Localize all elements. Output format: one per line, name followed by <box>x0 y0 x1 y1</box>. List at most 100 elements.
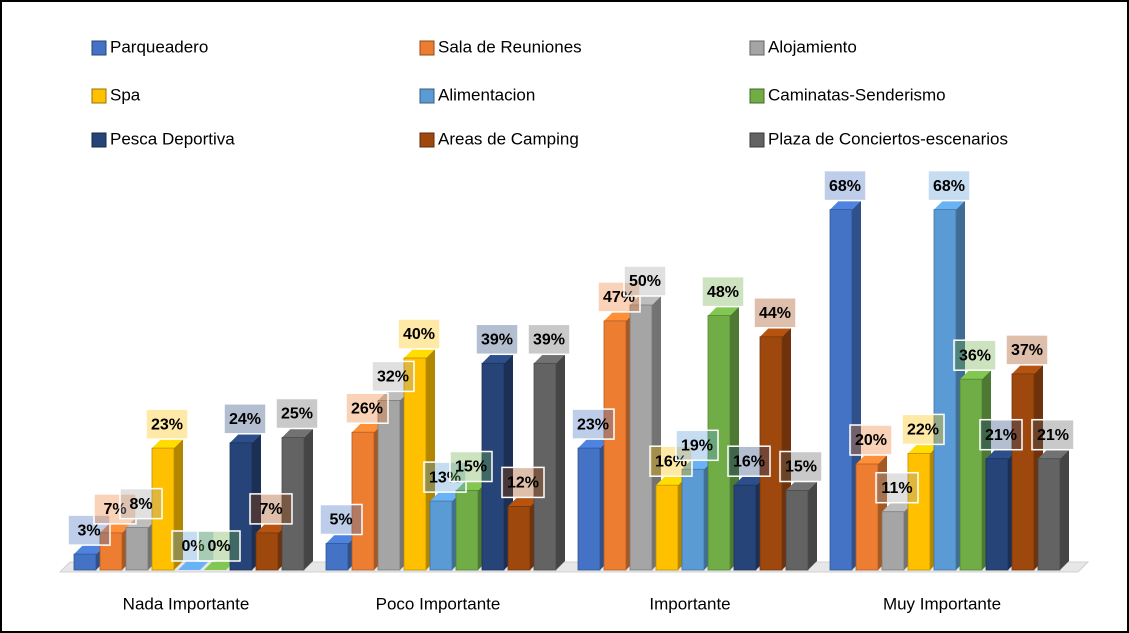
data-label: 12% <box>507 475 539 492</box>
bar-front <box>507 505 531 571</box>
data-label: 11% <box>881 480 912 497</box>
bar-top <box>882 502 913 512</box>
x-tick-label: Muy Importante <box>883 594 1001 613</box>
bar-top <box>604 311 635 321</box>
data-label-box <box>875 471 919 504</box>
data-label-box <box>649 445 693 477</box>
bar-top <box>630 296 661 305</box>
bar-side <box>808 481 817 570</box>
bar-front <box>785 490 809 571</box>
data-label: 19% <box>681 438 713 455</box>
bar-top <box>960 370 991 380</box>
bar <box>151 439 183 571</box>
bar-front <box>325 543 349 571</box>
bar-front <box>403 357 427 571</box>
data-label-box <box>979 418 1023 451</box>
bar-front <box>1037 458 1061 571</box>
bar-front <box>229 442 253 571</box>
bar-top <box>326 534 357 544</box>
data-label: 7% <box>259 501 282 518</box>
bar-top <box>760 327 791 337</box>
bar-side <box>1060 449 1069 570</box>
data-label: 50% <box>629 273 661 290</box>
data-label-box <box>319 503 363 536</box>
data-label-box <box>119 487 163 520</box>
data-label: 40% <box>403 326 435 343</box>
bar <box>533 354 565 571</box>
bar-top <box>152 439 183 449</box>
legend-swatch <box>91 88 107 104</box>
data-label-box <box>501 466 545 499</box>
bar-front <box>629 304 653 571</box>
data-label: 16% <box>733 453 765 470</box>
data-label: 20% <box>855 432 887 449</box>
bar-top <box>856 455 887 464</box>
data-label: 47% <box>603 289 635 306</box>
data-label-box <box>1005 334 1049 366</box>
data-label: 5% <box>329 512 352 529</box>
data-label-box <box>623 265 667 297</box>
bar-front <box>429 500 453 571</box>
data-label-box <box>197 530 241 562</box>
data-label-box <box>727 445 771 477</box>
x-tick-label: Importante <box>649 594 730 613</box>
bar-top <box>482 354 513 364</box>
data-label-box <box>345 392 389 424</box>
bar <box>933 200 965 571</box>
bar-front <box>99 532 123 571</box>
legend-swatch <box>91 40 107 56</box>
bar-front <box>855 463 879 571</box>
data-label-box <box>675 429 719 462</box>
data-label: 39% <box>533 332 565 349</box>
bar-front <box>1011 373 1035 571</box>
legend-swatch <box>749 88 765 104</box>
legend-label: Areas de Camping <box>438 129 579 148</box>
bar-front <box>733 484 757 571</box>
bar <box>1037 449 1069 571</box>
data-label-box <box>779 450 823 483</box>
data-label: 36% <box>959 347 991 364</box>
bar-front <box>377 399 401 571</box>
legend-swatch <box>419 88 435 104</box>
bar-front <box>759 336 783 571</box>
bar-side <box>304 428 313 570</box>
data-label-box <box>901 413 945 446</box>
data-label: 16% <box>655 453 687 470</box>
bar-top <box>656 476 687 486</box>
bar-top <box>282 428 313 438</box>
bar-top <box>908 444 939 454</box>
data-label: 15% <box>785 459 817 476</box>
data-label-box <box>823 169 867 202</box>
bar-top <box>74 545 105 555</box>
legend-swatch <box>419 40 435 56</box>
bar-top <box>178 561 209 570</box>
legend-label: Caminatas-Senderismo <box>768 85 946 104</box>
bar-top <box>100 523 131 533</box>
x-tick-label: Nada Importante <box>123 594 250 613</box>
data-label: 25% <box>281 406 313 423</box>
bar-front <box>933 209 957 571</box>
data-label: 3% <box>77 522 100 539</box>
bar <box>125 518 157 571</box>
bar-front <box>829 209 853 571</box>
data-label: 39% <box>481 332 513 349</box>
bar-front <box>881 511 905 571</box>
data-label-box <box>145 408 189 440</box>
bar-front <box>577 447 601 571</box>
data-label-box <box>527 323 571 356</box>
bar-top <box>682 460 713 470</box>
data-label-box <box>249 493 293 525</box>
bar <box>281 428 313 571</box>
bar <box>178 561 209 570</box>
legend-swatch <box>419 132 435 148</box>
data-label-box <box>397 318 441 350</box>
data-label: 7% <box>103 501 126 518</box>
bar-front <box>351 431 375 571</box>
bar-front <box>603 320 627 571</box>
bar <box>204 561 235 570</box>
bar-top <box>708 306 739 316</box>
legend-label: Spa <box>110 85 141 104</box>
data-label: 0% <box>181 538 204 555</box>
bar-side <box>556 354 565 570</box>
data-label-box <box>597 281 641 313</box>
